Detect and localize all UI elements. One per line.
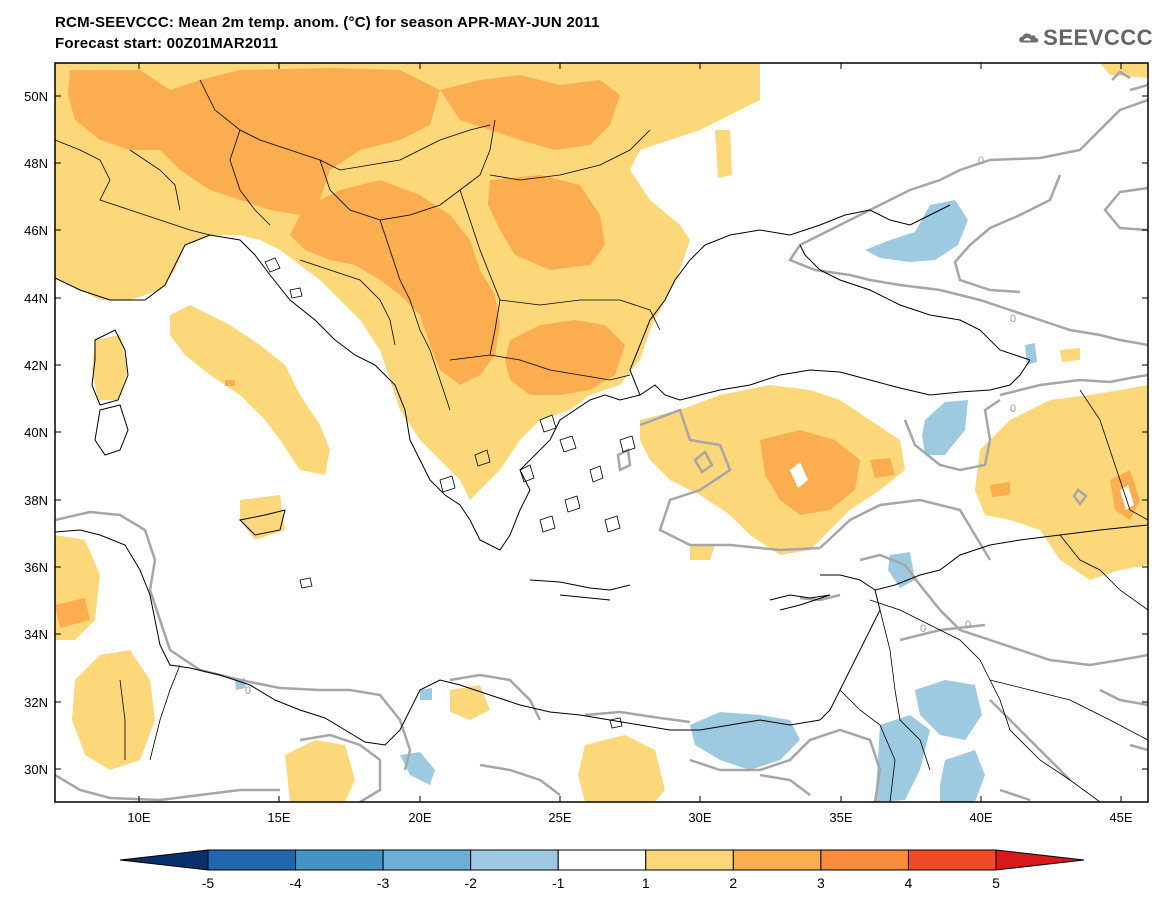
lat-tick-label: 34N bbox=[24, 627, 48, 642]
coastlines bbox=[55, 204, 1148, 746]
lon-tick-label: 45E bbox=[1109, 810, 1132, 825]
colorbar-segment bbox=[732, 849, 822, 871]
lat-tick-label: 48N bbox=[24, 156, 48, 171]
seevccc-logo: SEEVCCC bbox=[1018, 22, 1153, 54]
colorbar-segment bbox=[295, 849, 384, 871]
colorbar-min-triangle bbox=[119, 849, 209, 871]
map-plot-area: 0 0 0 0 0 0 bbox=[55, 63, 1148, 802]
lat-axis bbox=[55, 95, 1148, 770]
lat-tick-label: 32N bbox=[24, 695, 48, 710]
colorbar: -5 -4 -3 -2 -1 1 2 3 4 5 bbox=[119, 849, 1085, 891]
forecast-start-label: Forecast start: 00Z01MAR2011 bbox=[55, 35, 279, 52]
lat-tick-label: 46N bbox=[24, 223, 48, 238]
contour-label: 0 bbox=[978, 155, 984, 167]
lon-tick-label: 40E bbox=[969, 810, 992, 825]
contour-label: 0 bbox=[1010, 403, 1016, 415]
lon-tick-label: 15E bbox=[267, 810, 290, 825]
contour-label: 0 bbox=[920, 623, 926, 635]
contour-label: 0 bbox=[965, 619, 971, 631]
political-borders bbox=[55, 79, 1148, 802]
colorbar-segment bbox=[820, 849, 909, 871]
lon-tick-label: 10E bbox=[127, 810, 150, 825]
logo-text: SEEVCCC bbox=[1043, 25, 1153, 50]
map-title: RCM-SEEVCCC: Mean 2m temp. anom. (°C) fo… bbox=[55, 14, 600, 31]
colorbar-label: 5 bbox=[992, 875, 1000, 891]
lat-tick-label: 42N bbox=[24, 358, 48, 373]
colorbar-label: 3 bbox=[817, 875, 825, 891]
colorbar-segment bbox=[645, 849, 734, 871]
contour-label: 0 bbox=[1010, 313, 1016, 325]
lat-tick-label: 44N bbox=[24, 291, 48, 306]
colorbar-label: -2 bbox=[464, 875, 477, 891]
cloud-icon bbox=[1019, 33, 1039, 43]
colorbar-segment bbox=[207, 849, 297, 871]
colorbar-label: 1 bbox=[642, 875, 650, 891]
lon-axis bbox=[138, 63, 1122, 802]
lon-labels: 10E 15E 20E 25E 30E 35E 40E 45E bbox=[127, 810, 1132, 825]
colorbar-label: -3 bbox=[377, 875, 390, 891]
lat-labels: 50N 48N 46N 44N 42N 40N 38N 36N 34N 32N … bbox=[24, 89, 48, 777]
lat-tick-label: 38N bbox=[24, 493, 48, 508]
contour-label: 0 bbox=[245, 685, 251, 697]
colorbar-max-triangle bbox=[995, 849, 1085, 871]
colorbar-segment bbox=[382, 849, 472, 871]
lon-tick-label: 25E bbox=[548, 810, 571, 825]
lat-tick-label: 30N bbox=[24, 762, 48, 777]
lat-tick-label: 50N bbox=[24, 89, 48, 104]
anomaly-fill-neg-1-2 bbox=[235, 200, 1037, 802]
colorbar-label: -1 bbox=[552, 875, 565, 891]
islands bbox=[264, 257, 636, 729]
colorbar-segment bbox=[907, 849, 997, 871]
colorbar-label: -4 bbox=[289, 875, 302, 891]
lon-tick-label: 20E bbox=[408, 810, 431, 825]
colorbar-label: -5 bbox=[202, 875, 215, 891]
lat-tick-label: 40N bbox=[24, 425, 48, 440]
colorbar-segment bbox=[470, 849, 559, 871]
colorbar-label: 4 bbox=[905, 875, 913, 891]
colorbar-label: 2 bbox=[729, 875, 737, 891]
colorbar-segment bbox=[557, 849, 647, 871]
lon-tick-label: 35E bbox=[829, 810, 852, 825]
anomaly-fill-2-3 bbox=[55, 68, 1140, 628]
lon-tick-label: 30E bbox=[688, 810, 711, 825]
lat-tick-label: 36N bbox=[24, 560, 48, 575]
